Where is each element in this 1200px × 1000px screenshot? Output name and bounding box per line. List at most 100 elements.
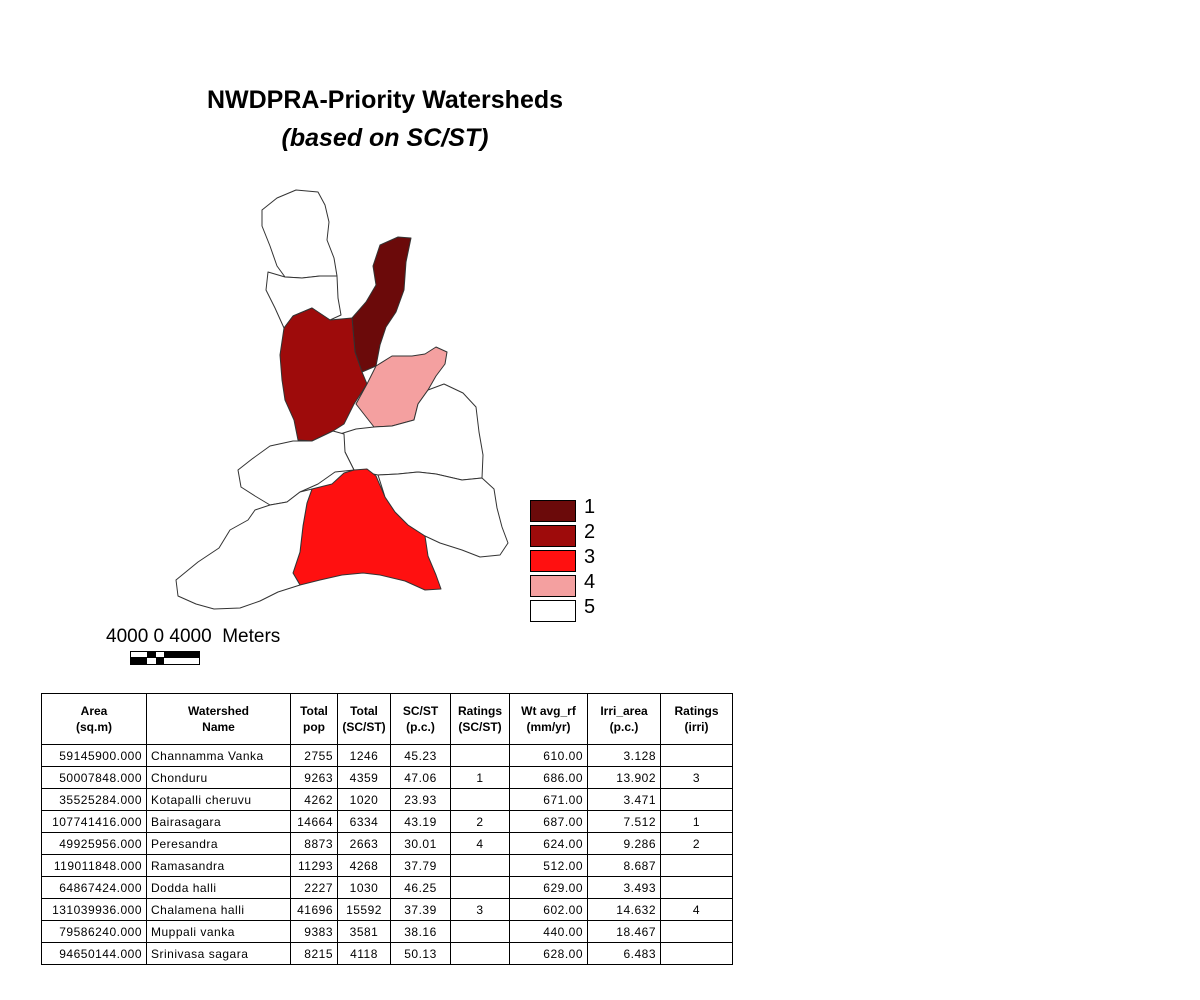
watershed-southeast[interactable] bbox=[377, 471, 509, 558]
table-cell: 79586240.000 bbox=[41, 920, 147, 943]
watershed-rating-2[interactable] bbox=[279, 307, 368, 442]
watershed-map bbox=[175, 189, 509, 610]
legend-item-1: 1 bbox=[528, 496, 608, 522]
table-header-row: Area (sq.m) Watershed Name Total pop Total (SC/… bbox=[41, 693, 733, 745]
table-cell: 94650144.000 bbox=[41, 942, 147, 965]
table-cell: Dodda halli bbox=[146, 876, 291, 899]
table-cell: 7.512 bbox=[587, 810, 661, 833]
table-cell: 30.01 bbox=[390, 832, 451, 855]
scale-bar-label: 4000 0 4000 Meters bbox=[106, 626, 281, 647]
legend-label-1: 1 bbox=[584, 496, 596, 518]
table-row: 94650144.000 Srinivasa sagara 8215 4118 50.1… bbox=[41, 942, 733, 965]
table-cell: 49925956.000 bbox=[41, 832, 147, 855]
table-cell: 14.632 bbox=[587, 898, 661, 921]
watershed-rating-4[interactable] bbox=[355, 346, 448, 428]
table-cell: 131039936.000 bbox=[41, 898, 147, 921]
table-cell: 1 bbox=[450, 766, 510, 789]
watershed-north-middle[interactable] bbox=[265, 271, 342, 329]
table-cell: 9383 bbox=[290, 920, 338, 943]
table-cell bbox=[450, 744, 510, 767]
table-cell: 13.902 bbox=[587, 766, 661, 789]
table-cell: 440.00 bbox=[509, 920, 588, 943]
table-cell: 45.23 bbox=[390, 744, 451, 767]
table-header-cell: Wt avg_rf (mm/yr) bbox=[509, 693, 588, 745]
table-cell: 38.16 bbox=[390, 920, 451, 943]
table-cell bbox=[660, 942, 733, 965]
watershed-southwest[interactable] bbox=[175, 488, 313, 610]
table-cell: Ramasandra bbox=[146, 854, 291, 877]
legend-item-2: 2 bbox=[528, 521, 608, 547]
table-row: 49925956.000 Peresandra 8873 2663 30.01 4 624.… bbox=[41, 832, 733, 855]
table-cell: 41696 bbox=[290, 898, 338, 921]
table-row: 79586240.000 Muppali vanka 9383 3581 38.16 44… bbox=[41, 920, 733, 943]
table-cell: Kotapalli cheruvu bbox=[146, 788, 291, 811]
legend-swatch-5 bbox=[530, 600, 576, 622]
table-header-cell: Area (sq.m) bbox=[41, 693, 147, 745]
table-cell: 8873 bbox=[290, 832, 338, 855]
table-cell: 512.00 bbox=[509, 854, 588, 877]
table-cell: 1030 bbox=[337, 876, 391, 899]
table-cell: 9263 bbox=[290, 766, 338, 789]
table-row: 35525284.000 Kotapalli cheruvu 4262 1020 23.… bbox=[41, 788, 733, 811]
table-cell bbox=[450, 942, 510, 965]
table-header-cell: Irri_area (p.c.) bbox=[587, 693, 661, 745]
table-header-cell: Ratings (SC/ST) bbox=[450, 693, 510, 745]
watershed-north-top[interactable] bbox=[261, 189, 338, 279]
table-cell: 18.467 bbox=[587, 920, 661, 943]
legend-swatch-4 bbox=[530, 575, 576, 597]
table-cell: 1246 bbox=[337, 744, 391, 767]
table-cell: Chalamena halli bbox=[146, 898, 291, 921]
table-cell: 64867424.000 bbox=[41, 876, 147, 899]
table-cell: 3581 bbox=[337, 920, 391, 943]
legend-item-5: 5 bbox=[528, 596, 608, 622]
table-cell: 9.286 bbox=[587, 832, 661, 855]
table-cell: 50.13 bbox=[390, 942, 451, 965]
table-cell bbox=[660, 854, 733, 877]
table-row: 107741416.000 Bairasagara 14664 6334 43.19 2 6… bbox=[41, 810, 733, 833]
table-cell: 107741416.000 bbox=[41, 810, 147, 833]
table-cell: 43.19 bbox=[390, 810, 451, 833]
table-cell: 11293 bbox=[290, 854, 338, 877]
table-cell: 4 bbox=[660, 898, 733, 921]
map-subtitle: (based on SC/ST) bbox=[281, 124, 489, 152]
scale-bar bbox=[130, 651, 200, 665]
table-cell: 8.687 bbox=[587, 854, 661, 877]
legend-label-3: 3 bbox=[584, 546, 596, 568]
table-cell: 2227 bbox=[290, 876, 338, 899]
table-cell: 4118 bbox=[337, 942, 391, 965]
legend-item-3: 3 bbox=[528, 546, 608, 572]
table-cell: 610.00 bbox=[509, 744, 588, 767]
legend-label-4: 4 bbox=[584, 571, 596, 593]
table-cell bbox=[450, 854, 510, 877]
table-cell: 3.493 bbox=[587, 876, 661, 899]
table-cell: 4262 bbox=[290, 788, 338, 811]
table-cell: Muppali vanka bbox=[146, 920, 291, 943]
table-header-cell: Total pop bbox=[290, 693, 338, 745]
table-cell: 35525284.000 bbox=[41, 788, 147, 811]
table-row: 119011848.000 Ramasandra 11293 4268 37.79 512… bbox=[41, 854, 733, 877]
legend-label-2: 2 bbox=[584, 521, 596, 543]
table-cell: 2 bbox=[660, 832, 733, 855]
table-cell: Channamma Vanka bbox=[146, 744, 291, 767]
table-header-cell: Total (SC/ST) bbox=[337, 693, 391, 745]
table-cell: 624.00 bbox=[509, 832, 588, 855]
table-cell bbox=[660, 876, 733, 899]
table-row: 131039936.000 Chalamena halli 41696 15592 37… bbox=[41, 898, 733, 921]
table-cell: 602.00 bbox=[509, 898, 588, 921]
table-cell: 687.00 bbox=[509, 810, 588, 833]
table-header-cell: SC/ST (p.c.) bbox=[390, 693, 451, 745]
table-cell: 59145900.000 bbox=[41, 744, 147, 767]
table-cell: 686.00 bbox=[509, 766, 588, 789]
table-cell: 629.00 bbox=[509, 876, 588, 899]
map-title: NWDPRA-Priority Watersheds bbox=[206, 86, 564, 114]
table-cell: 3.471 bbox=[587, 788, 661, 811]
table-cell: 6.483 bbox=[587, 942, 661, 965]
table-cell bbox=[450, 920, 510, 943]
table-cell: Peresandra bbox=[146, 832, 291, 855]
table-cell: 628.00 bbox=[509, 942, 588, 965]
table-cell: 23.93 bbox=[390, 788, 451, 811]
table-cell: 14664 bbox=[290, 810, 338, 833]
legend-label-5: 5 bbox=[584, 596, 596, 618]
table-cell: 3.128 bbox=[587, 744, 661, 767]
watershed-rating-1[interactable] bbox=[351, 236, 412, 373]
